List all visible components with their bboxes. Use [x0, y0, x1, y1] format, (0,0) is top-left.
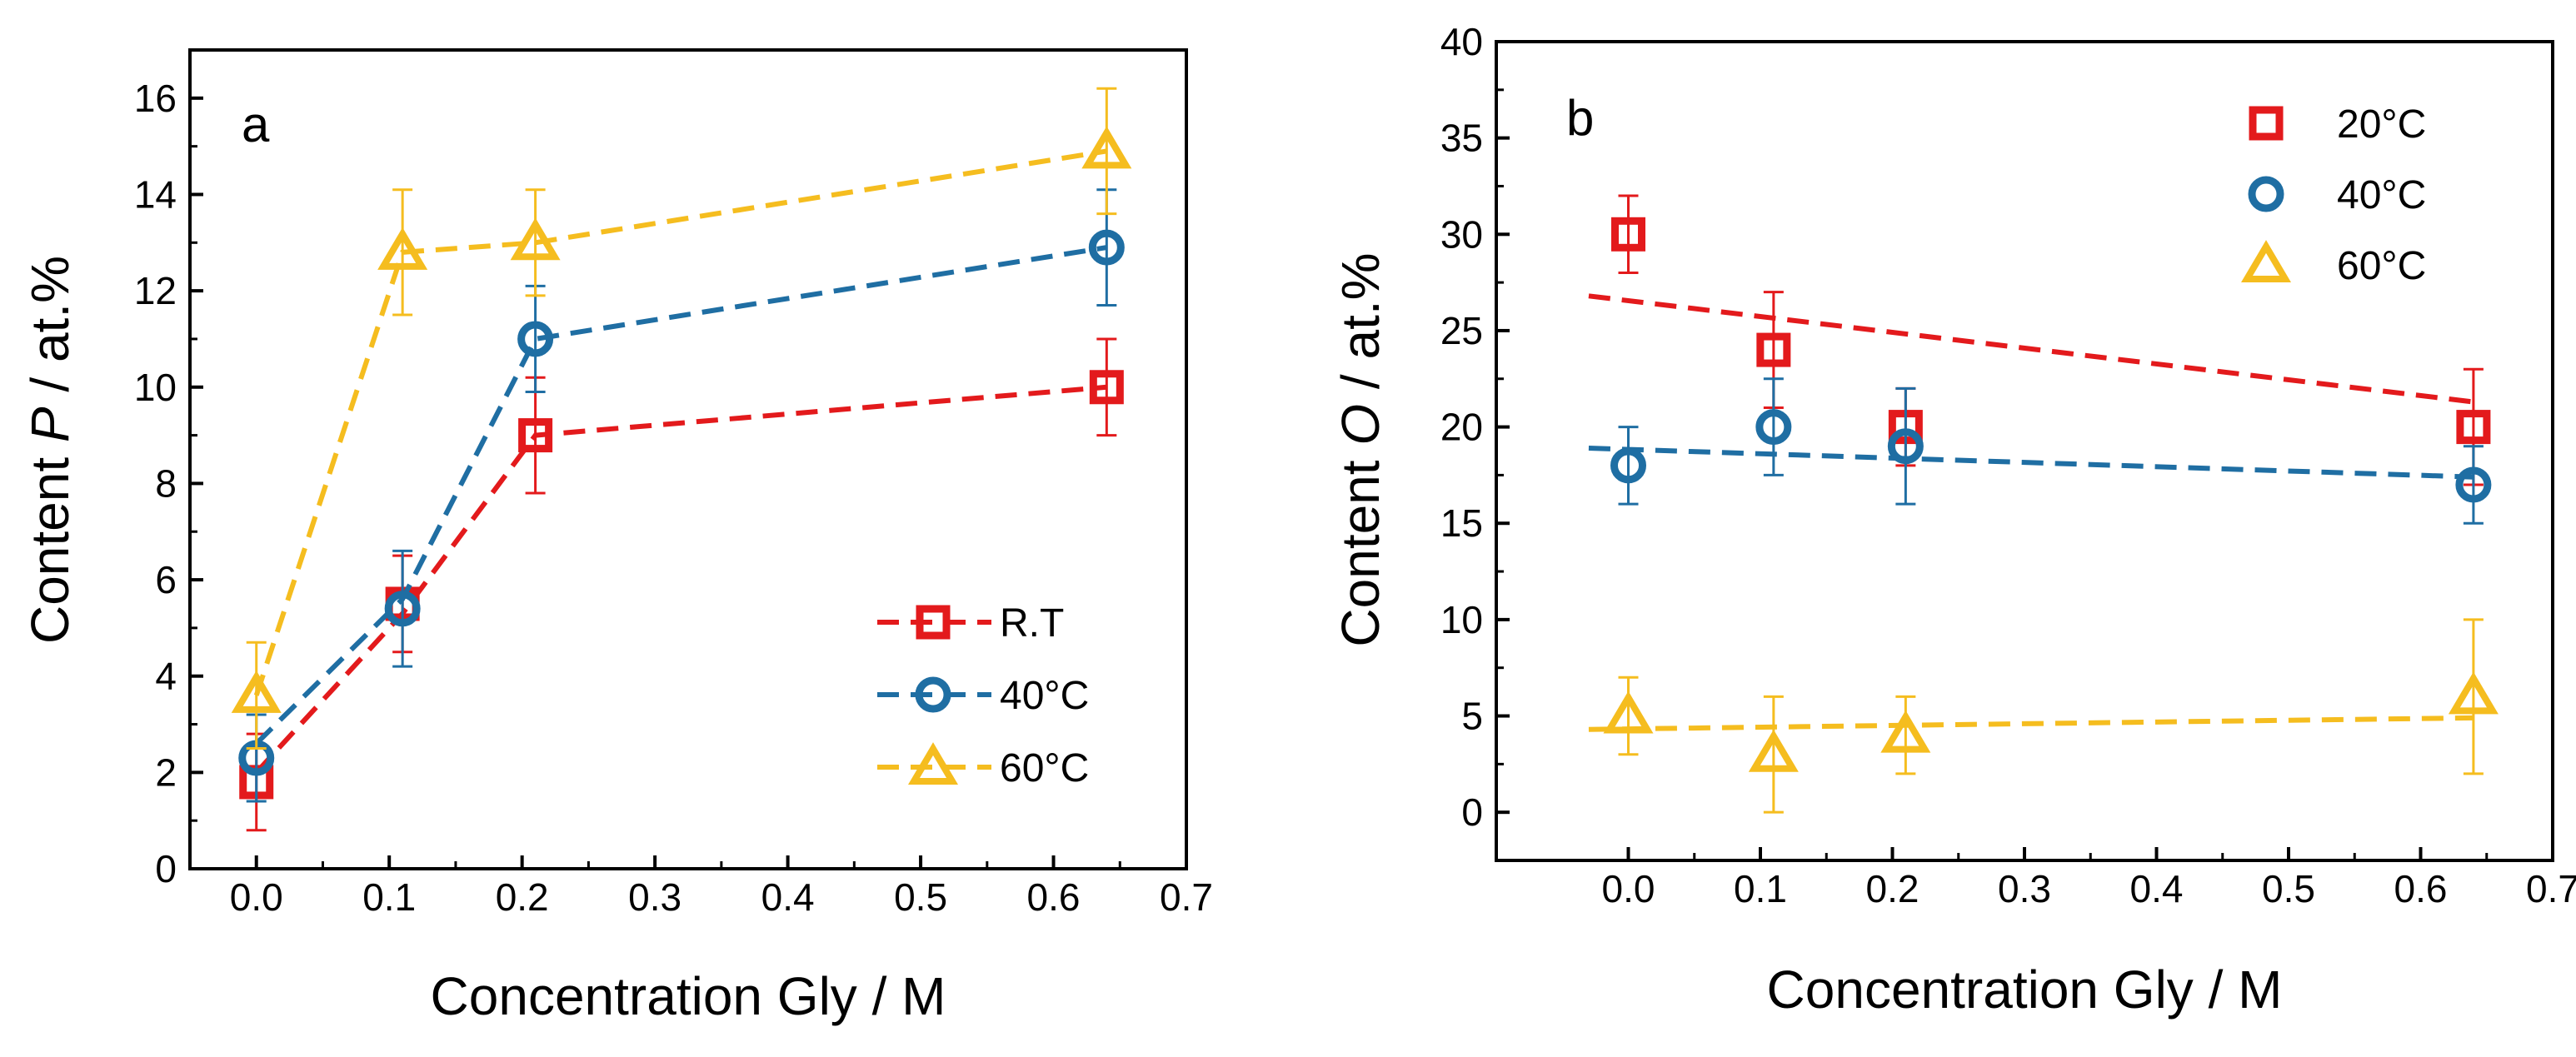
series-dashed-line [254, 384, 1107, 775]
x-tick-label: 0.2 [1866, 867, 1920, 910]
y-tick-label: 16 [134, 77, 177, 120]
x-tick-label: 0.7 [1160, 875, 1213, 919]
y-tick-label: 8 [155, 461, 177, 505]
data-point-circle [384, 591, 421, 627]
y-tick-label: 35 [1440, 117, 1483, 160]
x-tick-label: 0.1 [362, 875, 416, 919]
series-1 [1588, 194, 2491, 486]
panel-letter: b [1566, 90, 1594, 146]
series-dashed-line [254, 245, 1107, 745]
series-2 [1588, 377, 2492, 525]
chart-panel-a: 0.0 0.1 0.2 0.3 0.4 0.5 0.6 0.7 0 2 4 6 8 10 12 14 16 Con… [20, 48, 1213, 1026]
y-tick-label: 40 [1440, 20, 1483, 63]
x-tick-label: 0.4 [761, 875, 815, 919]
data-point-circle [1755, 409, 1792, 446]
series-dashed-line [1588, 715, 2474, 732]
series-3 [231, 87, 1132, 750]
legend-marker-triangle [2240, 240, 2292, 282]
x-tick-label: 0.5 [894, 875, 947, 919]
data-point-circle [1088, 229, 1125, 266]
series-dashed-line [1588, 293, 2474, 405]
legend-label: 60°C [1000, 746, 1089, 790]
x-tick-label: 0.1 [1734, 867, 1787, 910]
legend-label: 40°C [1000, 674, 1089, 718]
data-point-square [1756, 332, 1791, 367]
y-tick-label: 12 [134, 269, 177, 312]
x-tick-label: 0.0 [1602, 867, 1655, 910]
x-tick-label: 0.4 [2130, 867, 2184, 910]
data-point-triangle [1603, 691, 1654, 734]
legend-marker-square [2249, 106, 2284, 141]
data-point-square [2456, 410, 2491, 445]
y-axis-title-prefix: Content [20, 442, 80, 644]
y-tick-label: 4 [155, 655, 177, 698]
data-point-triangle [1880, 710, 1931, 753]
legend-label: R.T [1000, 601, 1064, 646]
y-tick-label: 6 [155, 558, 177, 601]
panel-letter: a [242, 97, 270, 152]
series-3 [1588, 618, 2499, 814]
plot-frame [188, 48, 1188, 870]
legend-marker-square [916, 605, 951, 640]
y-axis-title-suffix: / at.% [1330, 252, 1390, 403]
data-point-triangle [1748, 729, 1799, 772]
series-dashed-line [1588, 446, 2474, 480]
legend-marker-circle [915, 676, 951, 713]
y-tick-label: 30 [1440, 212, 1483, 256]
y-axis-title-suffix: / at.% [20, 256, 80, 406]
data-point-square [1611, 217, 1645, 252]
data-point-triangle [231, 670, 282, 713]
data-point-circle [517, 321, 554, 357]
y-tick-label: 2 [155, 750, 177, 794]
data-point-triangle [2448, 671, 2499, 715]
y-tick-label: 20 [1440, 406, 1483, 449]
x-axis-title: Concentration Gly / M [1767, 960, 2283, 1020]
y-tick-label: 0 [155, 847, 177, 890]
data-point-triangle [1081, 126, 1132, 169]
legend-marker-circle [2248, 176, 2284, 212]
data-point-triangle [510, 217, 561, 261]
legend-marker-triangle [907, 742, 959, 785]
x-tick-label: 0.3 [1998, 867, 2051, 910]
x-tick-label: 0.6 [1027, 875, 1081, 919]
data-point-circle [2455, 466, 2492, 503]
y-tick-label: 15 [1440, 501, 1483, 545]
x-tick-label: 0.6 [2394, 867, 2448, 910]
legend: 20°C 40°C 60°C [2240, 102, 2426, 288]
legend-label: 60°C [2337, 244, 2426, 288]
y-tick-label: 5 [1461, 695, 1483, 738]
x-axis-title: Concentration Gly / M [431, 966, 946, 1026]
series-1 [239, 337, 1124, 832]
y-tick-label: 10 [1440, 598, 1483, 641]
x-tick-label: 0.7 [2526, 867, 2576, 910]
data-point-circle [1610, 447, 1646, 484]
plot-frame [1495, 40, 2554, 862]
legend-label: 20°C [2337, 102, 2426, 147]
data-point-triangle [377, 227, 428, 270]
y-axis-title-variable: O [1330, 404, 1390, 446]
x-tick-label: 0.3 [628, 875, 681, 919]
series-2 [238, 188, 1125, 803]
x-tick-label: 0.2 [496, 875, 549, 919]
y-tick-label: 10 [134, 366, 177, 409]
series-dashed-line [253, 148, 1107, 696]
y-axis-title: Content O / at.% [1330, 252, 1390, 646]
y-tick-label: 0 [1461, 790, 1483, 834]
y-tick-label: 25 [1440, 309, 1483, 352]
y-axis-title: Content P / at.% [20, 256, 80, 644]
x-tick-label: 0.5 [2262, 867, 2315, 910]
data-point-circle [1887, 428, 1924, 465]
data-point-square [1089, 370, 1124, 405]
data-point-square [518, 418, 553, 453]
legend-label: 40°C [2337, 173, 2426, 217]
y-axis-title-prefix: Content [1330, 446, 1390, 647]
y-tick-label: 14 [134, 172, 177, 216]
chart-panel-b: 0.0 0.1 0.2 0.3 0.4 0.5 0.6 0.7 0 5 10 15 20 25 30 35 40… [1330, 20, 2576, 1020]
y-axis-title-variable: P [20, 406, 80, 442]
legend: R.T 40°C 60°C [877, 601, 1089, 790]
x-tick-label: 0.0 [230, 875, 283, 919]
